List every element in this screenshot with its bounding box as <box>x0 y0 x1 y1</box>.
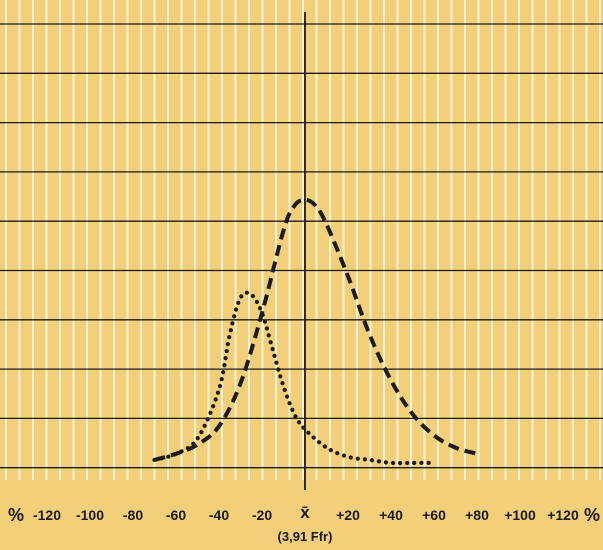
x-unit-label-right: % <box>584 505 600 525</box>
x-tick-labels: -120 -100 -80 -60 -40 -20 x̄ +20 +40 +60 +80 +100 +1… <box>33 503 579 523</box>
series-layer <box>152 197 478 466</box>
x-tick-label: -80 <box>123 507 143 523</box>
mean-value-annotation: (3,91 Ffr) <box>278 529 333 544</box>
x-tick-label: -120 <box>33 507 61 523</box>
x-tick-label: -40 <box>209 507 229 523</box>
x-tick-label: +80 <box>465 507 489 523</box>
x-tick-label: -100 <box>76 507 104 523</box>
x-tick-label: +20 <box>336 507 360 523</box>
x-tick-label: +60 <box>422 507 446 523</box>
x-unit-label-left: % <box>8 505 24 525</box>
x-tick-label: -60 <box>166 507 186 523</box>
x-tick-label: +120 <box>547 507 579 523</box>
x-tick-label: +40 <box>379 507 403 523</box>
mean-tick-label: x̄ <box>300 503 310 522</box>
x-tick-label: -20 <box>252 507 272 523</box>
dotted-distribution-curve <box>152 290 437 466</box>
x-tick-label: +100 <box>504 507 536 523</box>
vertical-grid <box>5 0 601 480</box>
dashed-distribution-curve <box>153 197 478 462</box>
horizontal-grid <box>0 23 603 469</box>
